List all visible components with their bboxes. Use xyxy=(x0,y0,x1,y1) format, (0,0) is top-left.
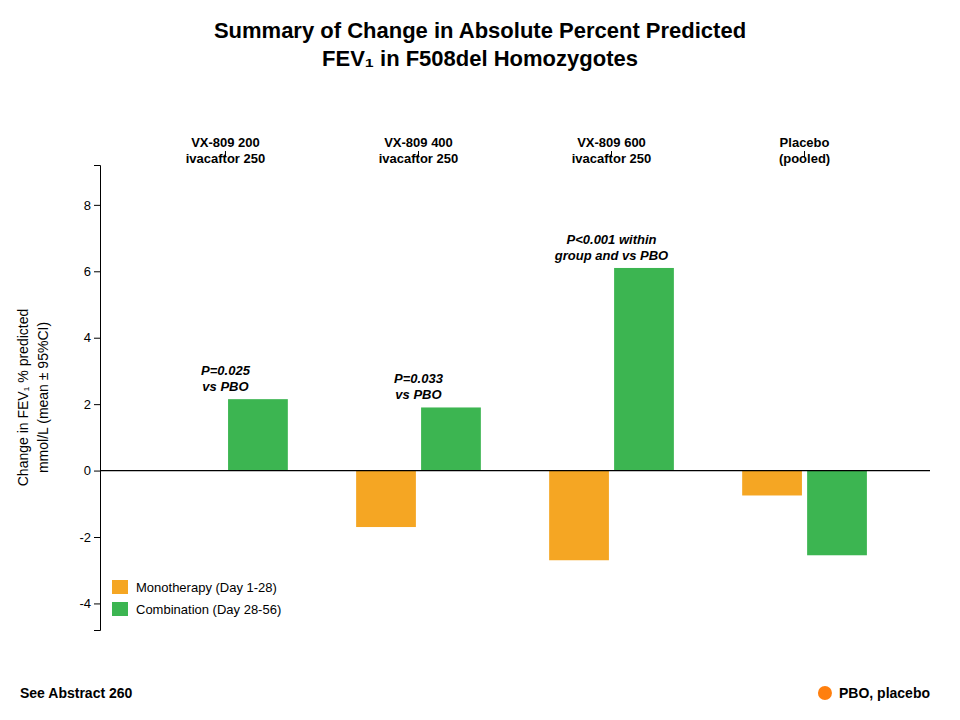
abbreviation: PBO, placebo xyxy=(839,685,930,701)
abbreviation-marker xyxy=(818,686,832,700)
y-axis-title: Change in FEV₁ % predictedmmol/L (mean ±… xyxy=(15,309,51,487)
y-tick: 2 xyxy=(84,397,100,412)
bar xyxy=(549,471,609,561)
legend-label: Monotherapy (Day 1-28) xyxy=(136,580,277,595)
y-tick-label: 6 xyxy=(84,264,91,279)
x-tick: VX-809 200ivacaftor 250 xyxy=(186,135,266,166)
y-tick-mark xyxy=(94,603,100,604)
y-tick-label: 2 xyxy=(84,397,91,412)
x-tick-label: VX-809 600ivacaftor 250 xyxy=(572,135,652,166)
footnote: See Abstract 260 xyxy=(20,685,133,701)
legend-swatch xyxy=(112,602,128,616)
y-tick-mark xyxy=(94,338,100,339)
title: Summary of Change in Absolute Percent Pr… xyxy=(214,18,746,71)
y-tick-label: -2 xyxy=(79,530,91,545)
text-line: P=0.025 xyxy=(201,363,251,378)
text-line: ivacaftor 250 xyxy=(379,151,459,166)
text-line: FEV₁ in F508del Homozygotes xyxy=(322,46,638,71)
text-line: P=0.033 xyxy=(394,371,444,386)
y-axis: -4 -2 0 2 4 6 8 xyxy=(79,166,100,631)
text-line: VX-809 200 xyxy=(191,135,260,150)
x-tick: Placebo(pooled) xyxy=(779,135,830,166)
bar xyxy=(807,471,867,556)
chart: Summary of Change in Absolute Percent Pr… xyxy=(0,0,960,720)
text-line: Change in FEV₁ % predicted xyxy=(15,309,31,487)
y-tick: 6 xyxy=(84,264,100,279)
x-axis: VX-809 200ivacaftor 250VX-809 400ivacaft… xyxy=(186,135,830,166)
legend: Monotherapy (Day 1-28) Combination (Day 2… xyxy=(112,580,281,617)
x-tick-label: VX-809 200ivacaftor 250 xyxy=(186,135,266,166)
y-tick-label: -4 xyxy=(79,596,91,611)
legend-item: Combination (Day 28-56) xyxy=(112,602,281,617)
text-line: group and vs PBO xyxy=(554,248,668,263)
legend-swatch xyxy=(112,580,128,594)
x-tick: VX-809 400ivacaftor 250 xyxy=(379,135,459,166)
abbreviation-note: PBO, placebo xyxy=(818,685,930,701)
zero-line xyxy=(100,470,930,471)
text-line: (pooled) xyxy=(779,151,830,166)
text-line: mmol/L (mean ± 95%CI) xyxy=(35,322,51,473)
text-line: ivacaftor 250 xyxy=(186,151,266,166)
x-tick-label: VX-809 400ivacaftor 250 xyxy=(379,135,459,166)
annotation: P=0.033vs PBO xyxy=(394,371,444,402)
text-line: ivacaftor 250 xyxy=(572,151,652,166)
annotation: P=0.025vs PBO xyxy=(201,363,251,394)
text-line: Placebo xyxy=(780,135,830,150)
y-tick: 4 xyxy=(84,330,100,345)
y-axis-line xyxy=(94,166,101,631)
y-tick-mark xyxy=(94,205,100,206)
y-tick-mark xyxy=(94,471,100,472)
y-tick-mark xyxy=(94,404,100,405)
x-tick: VX-809 600ivacaftor 250 xyxy=(572,135,652,166)
text-line: Summary of Change in Absolute Percent Pr… xyxy=(214,18,746,43)
y-tick: -2 xyxy=(79,530,100,545)
text-line: vs PBO xyxy=(202,379,248,394)
y-tick-mark xyxy=(94,271,100,272)
y-tick: 0 xyxy=(84,463,100,478)
text-line: vs PBO xyxy=(395,387,441,402)
text-line: VX-809 600 xyxy=(577,135,646,150)
y-tick-label: 4 xyxy=(84,330,91,345)
legend-item: Monotherapy (Day 1-28) xyxy=(112,580,277,595)
y-tick-label: 8 xyxy=(84,198,91,213)
y-tick-mark xyxy=(94,537,100,538)
y-tick: -4 xyxy=(79,596,100,611)
y-tick-label: 0 xyxy=(84,463,91,478)
text-line: VX-809 400 xyxy=(384,135,453,150)
bar xyxy=(421,407,481,470)
bar xyxy=(742,471,802,496)
text-line: P<0.001 within xyxy=(567,232,657,247)
y-tick: 8 xyxy=(84,198,100,213)
bar xyxy=(356,471,416,527)
bar xyxy=(614,268,674,471)
legend-label: Combination (Day 28-56) xyxy=(136,602,281,617)
x-tick-label: Placebo(pooled) xyxy=(779,135,830,166)
annotation: P<0.001 withingroup and vs PBO xyxy=(554,232,668,263)
bars xyxy=(228,268,867,560)
bar xyxy=(228,399,288,470)
